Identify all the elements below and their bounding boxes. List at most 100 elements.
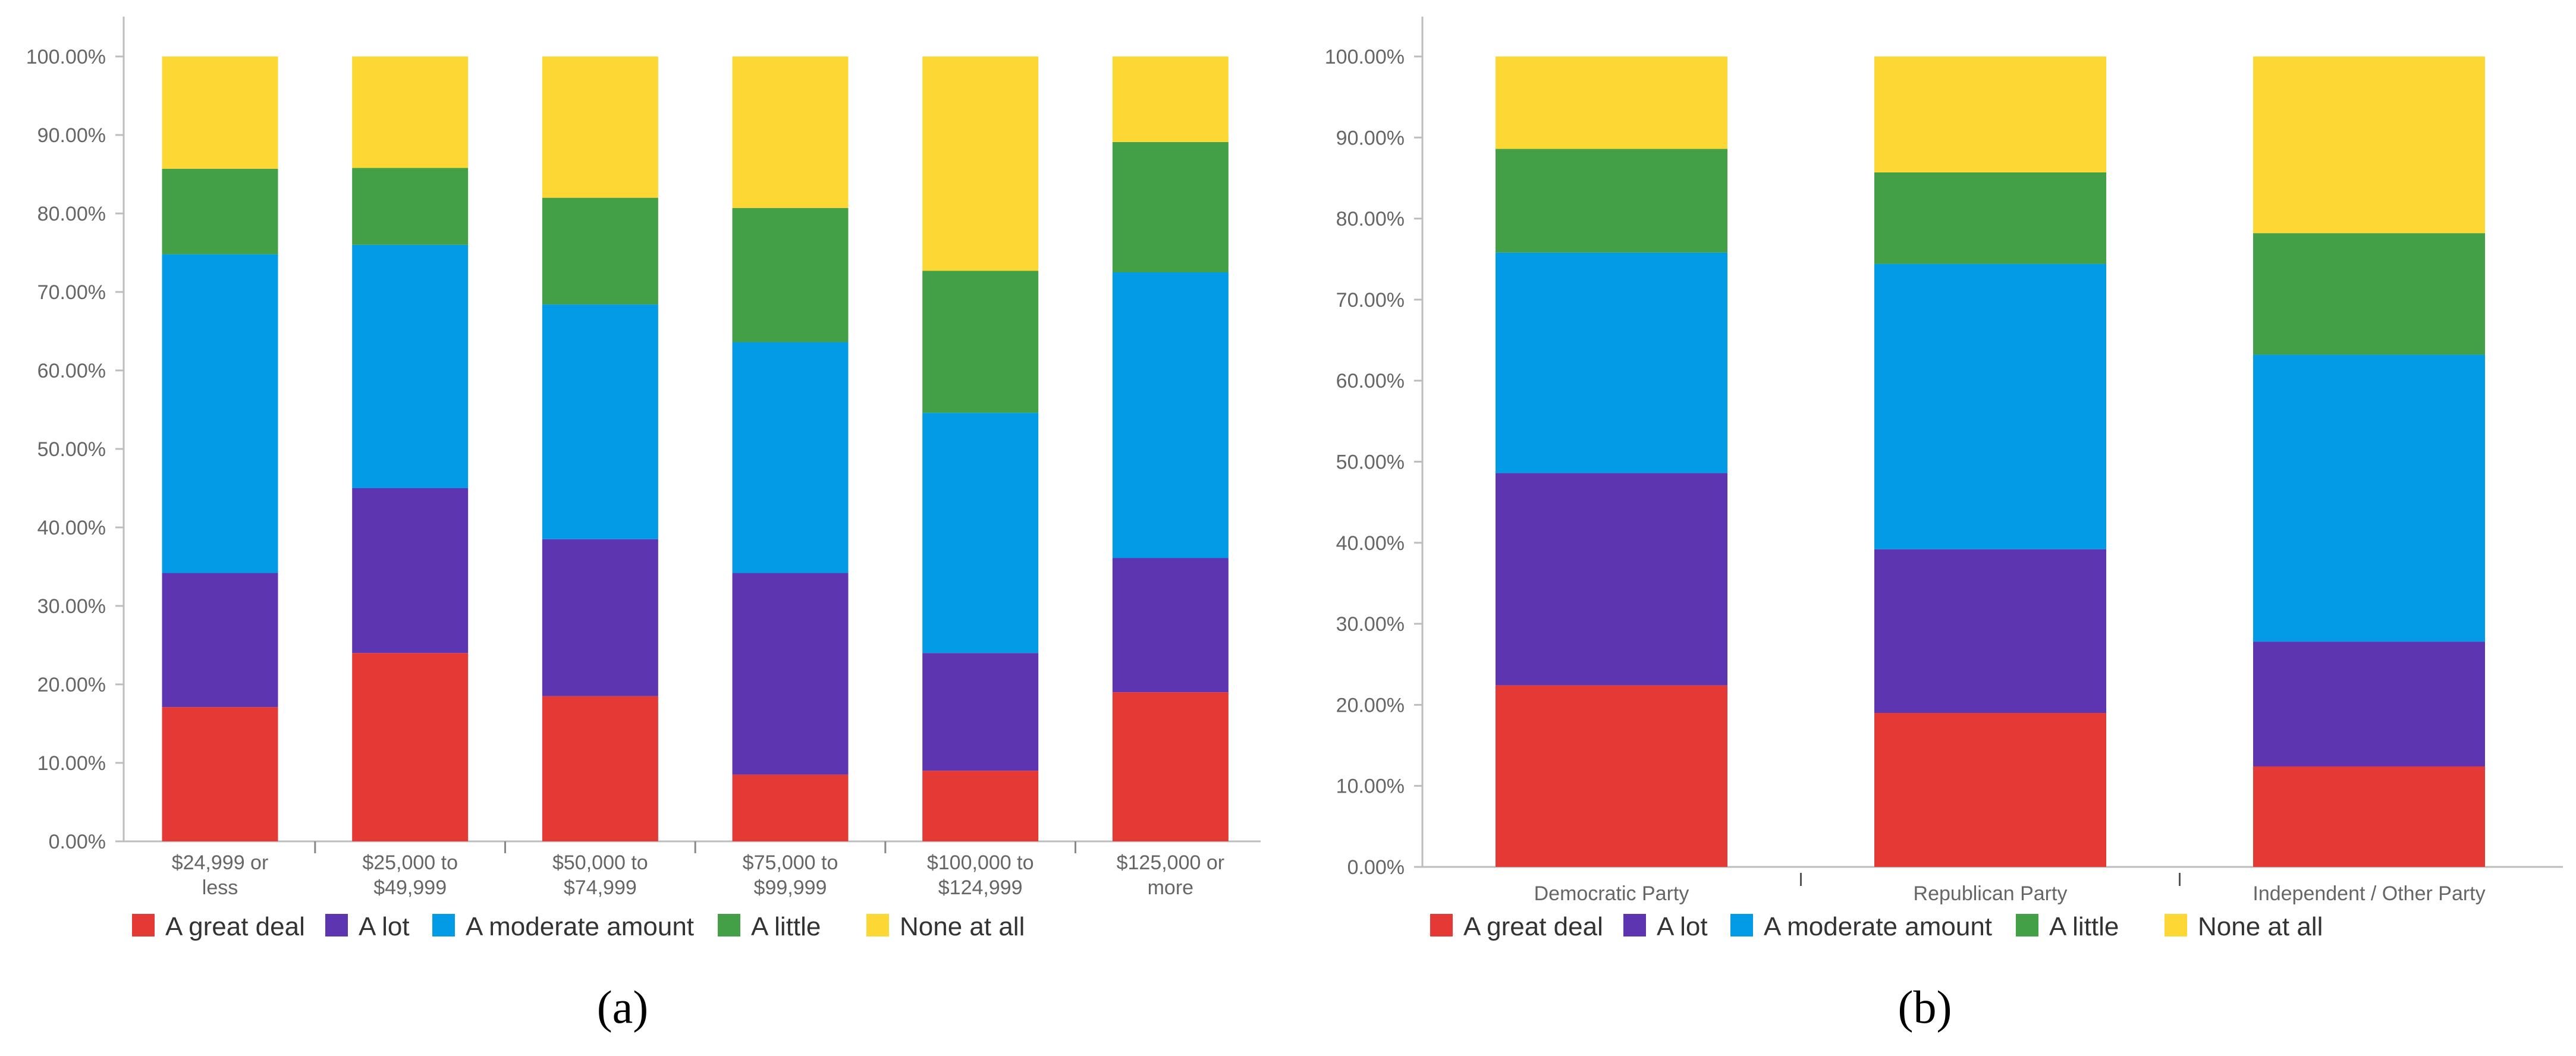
bar-a-0-none-at-all xyxy=(162,56,278,169)
legend-swatch-a-a-great-deal xyxy=(132,914,155,936)
x-tick-label-a-3-line0: $75,000 to xyxy=(743,851,838,874)
y-tick-label-b-9: 90.00% xyxy=(1336,127,1405,149)
bar-a-0-a-little xyxy=(162,168,278,254)
bar-b-2-a-moderate-amount xyxy=(2253,354,2485,642)
x-tick-label-b-1: Republican Party xyxy=(1914,882,2068,905)
legend-swatch-b-a-little xyxy=(2016,914,2038,936)
bar-a-3-a-lot xyxy=(732,573,849,775)
legend-label-a-none-at-all: None at all xyxy=(900,912,1025,941)
bar-b-0-a-lot xyxy=(1496,473,1727,686)
bar-a-4-a-lot xyxy=(922,653,1039,771)
bar-b-1-a-little xyxy=(1874,172,2106,264)
y-tick-label-b-1: 10.00% xyxy=(1336,775,1405,798)
bar-a-3-a-little xyxy=(732,208,849,342)
bar-a-3-a-moderate-amount xyxy=(732,342,849,573)
bar-b-2-none-at-all xyxy=(2253,56,2485,234)
y-tick-label-a-9: 90.00% xyxy=(37,124,106,147)
x-tick-label-a-5-line0: $125,000 or xyxy=(1117,851,1225,874)
legend-label-b-a-great-deal: A great deal xyxy=(1463,912,1603,941)
bar-a-3-none-at-all xyxy=(732,56,849,208)
bar-b-1-none-at-all xyxy=(1874,56,2106,172)
x-tick-label-a-1-line0: $25,000 to xyxy=(362,851,458,874)
y-tick-label-a-6: 60.00% xyxy=(37,360,106,382)
legend-label-b-none-at-all: None at all xyxy=(2198,912,2323,941)
bar-b-2-a-little xyxy=(2253,233,2485,355)
x-tick-label-a-5-line1: more xyxy=(1148,876,1193,899)
x-tick-label-b-0: Democratic Party xyxy=(1534,882,1689,905)
x-tick-label-b-2: Independent / Other Party xyxy=(2253,882,2485,905)
legend-swatch-b-a-moderate-amount xyxy=(1730,914,1753,936)
legend-label-a-a-little: A little xyxy=(751,912,821,941)
bar-a-2-none-at-all xyxy=(542,56,658,198)
y-tick-label-b-3: 30.00% xyxy=(1336,613,1405,636)
bar-a-5-a-moderate-amount xyxy=(1112,272,1229,558)
legend-label-b-a-little: A little xyxy=(2049,912,2119,941)
panel-label-b: (b) xyxy=(1898,981,1952,1033)
legend-label-b-a-lot: A lot xyxy=(1657,912,1708,941)
x-tick-label-a-4-line1: $124,999 xyxy=(938,876,1023,899)
bar-a-4-a-great-deal xyxy=(922,771,1039,841)
bar-a-2-a-lot xyxy=(542,539,658,696)
bar-a-3-a-great-deal xyxy=(732,774,849,841)
x-tick-label-a-0-line0: $24,999 or xyxy=(172,851,269,874)
bar-a-5-a-lot xyxy=(1112,558,1229,693)
bar-a-1-a-little xyxy=(352,168,469,245)
x-tick-label-a-4-line0: $100,000 to xyxy=(927,851,1034,874)
y-tick-label-a-7: 70.00% xyxy=(37,281,106,304)
bar-b-0-a-little xyxy=(1496,149,1727,253)
legend-label-b-a-moderate-amount: A moderate amount xyxy=(1764,912,1992,941)
y-tick-label-a-1: 10.00% xyxy=(37,752,106,775)
y-tick-label-b-0: 0.00% xyxy=(1347,856,1405,879)
bar-b-1-a-great-deal xyxy=(1874,713,2106,867)
bar-a-2-a-great-deal xyxy=(542,696,658,841)
x-tick-label-a-2-line0: $50,000 to xyxy=(552,851,648,874)
legend-label-a-a-moderate-amount: A moderate amount xyxy=(466,912,694,941)
y-tick-label-b-2: 20.00% xyxy=(1336,694,1405,716)
bar-b-2-a-lot xyxy=(2253,642,2485,766)
bar-a-4-none-at-all xyxy=(922,56,1039,271)
bar-b-2-a-great-deal xyxy=(2253,766,2485,867)
bar-a-1-a-lot xyxy=(352,488,469,653)
y-tick-label-a-10: 100.00% xyxy=(26,46,106,68)
legend-swatch-a-a-little xyxy=(718,914,740,936)
bar-a-4-a-moderate-amount xyxy=(922,413,1039,653)
bar-a-5-none-at-all xyxy=(1112,56,1229,142)
y-tick-label-b-8: 80.00% xyxy=(1336,208,1405,231)
bar-b-0-a-great-deal xyxy=(1496,685,1727,867)
y-tick-label-a-0: 0.00% xyxy=(49,831,106,853)
legend-swatch-b-none-at-all xyxy=(2165,914,2187,936)
y-tick-label-a-8: 80.00% xyxy=(37,203,106,225)
bar-b-1-a-lot xyxy=(1874,549,2106,714)
y-tick-label-b-4: 40.00% xyxy=(1336,532,1405,555)
bar-a-1-a-great-deal xyxy=(352,653,469,841)
x-tick-label-a-3-line1: $99,999 xyxy=(754,876,827,899)
y-tick-label-b-6: 60.00% xyxy=(1336,370,1405,392)
y-tick-label-a-3: 30.00% xyxy=(37,595,106,618)
y-tick-label-b-7: 70.00% xyxy=(1336,289,1405,312)
x-tick-label-a-2-line1: $74,999 xyxy=(564,876,637,899)
y-tick-label-a-5: 50.00% xyxy=(37,438,106,461)
x-tick-label-a-1-line1: $49,999 xyxy=(373,876,447,899)
bar-a-1-none-at-all xyxy=(352,56,469,168)
legend-swatch-b-a-great-deal xyxy=(1430,914,1453,936)
bar-a-0-a-moderate-amount xyxy=(162,254,278,573)
legend-swatch-a-none-at-all xyxy=(866,914,889,936)
bar-a-5-a-great-deal xyxy=(1112,692,1229,841)
legend-swatch-b-a-lot xyxy=(1623,914,1646,936)
legend-label-a-a-lot: A lot xyxy=(359,912,410,941)
bar-a-0-a-great-deal xyxy=(162,707,278,841)
bar-b-0-a-moderate-amount xyxy=(1496,252,1727,473)
bar-a-0-a-lot xyxy=(162,573,278,708)
y-tick-label-a-2: 20.00% xyxy=(37,674,106,696)
y-tick-label-b-10: 100.00% xyxy=(1325,46,1405,68)
y-tick-label-b-5: 50.00% xyxy=(1336,451,1405,474)
bar-a-2-a-moderate-amount xyxy=(542,304,658,539)
bar-b-0-none-at-all xyxy=(1496,56,1727,149)
panel-label-a: (a) xyxy=(597,981,649,1033)
bar-a-5-a-little xyxy=(1112,142,1229,272)
bar-a-1-a-moderate-amount xyxy=(352,244,469,488)
legend-swatch-a-a-moderate-amount xyxy=(432,914,455,936)
x-tick-label-a-0-line1: less xyxy=(202,876,238,899)
